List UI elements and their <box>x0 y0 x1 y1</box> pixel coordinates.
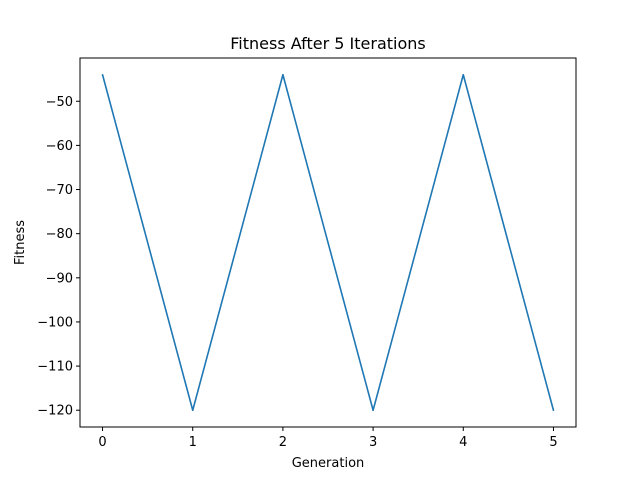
x-tick-label: 1 <box>189 435 197 450</box>
plot-area <box>101 73 555 412</box>
y-tick-label: −70 <box>46 183 73 198</box>
x-axis-label: Generation <box>292 456 365 471</box>
y-tick-label: −80 <box>46 227 73 242</box>
x-tick-label: 5 <box>549 435 557 450</box>
y-tick-label: −100 <box>37 315 73 330</box>
data-point <box>552 409 555 412</box>
y-tick-label: −50 <box>46 95 73 110</box>
y-axis: −50 −60 −70 −80 −90 −100 −110 −120 <box>37 95 80 419</box>
y-tick-label: −110 <box>37 360 73 375</box>
data-point <box>462 73 465 76</box>
x-tick-label: 3 <box>369 435 377 450</box>
data-point <box>101 73 104 76</box>
chart-title: Fitness After 5 Iterations <box>230 34 425 53</box>
y-tick-label: −120 <box>37 404 73 419</box>
x-tick-label: 2 <box>279 435 287 450</box>
data-point <box>282 73 284 76</box>
x-tick-label: 0 <box>98 435 106 450</box>
data-point <box>191 409 194 412</box>
y-axis-label: Fitness <box>13 220 28 265</box>
x-axis: 0 1 2 3 4 5 <box>98 427 558 450</box>
axes-frame <box>79 57 577 428</box>
series-line-0 <box>101 73 555 412</box>
y-tick-label: −90 <box>46 271 73 286</box>
y-tick-label: −60 <box>46 139 73 154</box>
x-tick-label: 4 <box>459 435 467 450</box>
data-point <box>372 409 374 412</box>
